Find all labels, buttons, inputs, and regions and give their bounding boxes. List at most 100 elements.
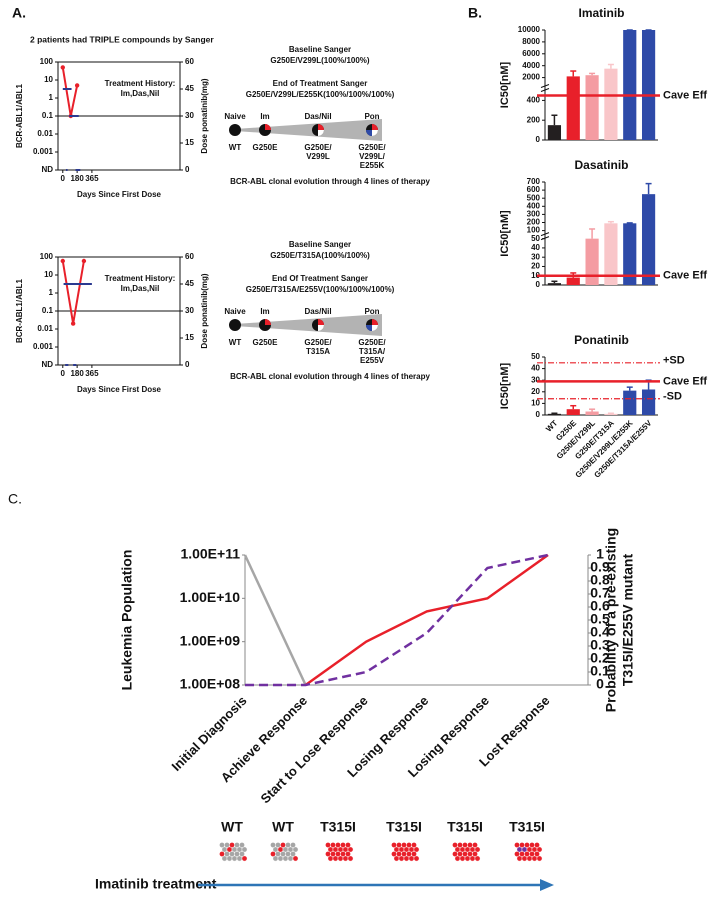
y-axis-title: BCR-ABL1/ABL1 (15, 83, 24, 148)
y2-tick-label: 30 (185, 111, 194, 120)
y2-tick-label: 0.4 (590, 624, 610, 640)
y-tick-label: 0.1 (42, 111, 54, 120)
cell (292, 846, 299, 853)
error-bar (551, 114, 558, 126)
clone-wedge (372, 319, 378, 325)
y2-tick-label: 0.8 (590, 572, 610, 588)
clone-label: G250E/ (358, 143, 386, 152)
y2-tick-label: 0.9 (590, 559, 610, 575)
cell (290, 842, 296, 848)
y-tick-label: 10000 (518, 25, 541, 34)
y-tick-label: 40 (531, 243, 540, 252)
error-bar (570, 70, 577, 77)
y2-tick-label: 1 (596, 546, 604, 562)
clone-wedge (366, 325, 372, 331)
clone-label: G250E (253, 338, 279, 347)
y-axis-title: Leukemia Population (119, 550, 135, 691)
series-line (61, 260, 85, 324)
error-bar (589, 72, 596, 76)
y-tick-label: 1.00E+09 (180, 632, 241, 648)
x-tick-label: 180 (70, 174, 84, 183)
series-line (243, 554, 307, 686)
cell (472, 842, 478, 848)
clone-cone (235, 314, 382, 336)
cell (342, 855, 349, 862)
error-bar (645, 182, 652, 195)
bar (585, 411, 599, 415)
annotation: Im,Das,Nil (121, 89, 160, 98)
cell (526, 855, 533, 862)
bar (566, 409, 580, 415)
cell (239, 842, 245, 848)
bar (641, 194, 656, 285)
clone-label: G250E/ (304, 338, 332, 347)
bar (585, 75, 599, 140)
y-tick-label: 1.00E+11 (180, 546, 240, 562)
y-tick-label: 700 (527, 177, 541, 186)
y2-tick-label: 60 (185, 252, 194, 261)
error-bar (570, 404, 577, 410)
y-tick-label: 0.01 (37, 324, 53, 333)
cell (226, 855, 233, 862)
annotation: Treatment History: (105, 274, 176, 283)
panel-label: A. (12, 5, 26, 21)
cell-cluster (325, 842, 354, 862)
y2-tick-label: 15 (185, 138, 194, 147)
cell (345, 851, 351, 857)
cell (236, 855, 243, 862)
x-tick-label: WT (544, 418, 559, 433)
y-tick-label: 10 (531, 399, 540, 408)
cell (534, 842, 540, 848)
bar (547, 413, 562, 415)
cell (345, 842, 351, 848)
cell (411, 851, 417, 857)
clone-label: E255K (360, 161, 385, 170)
cell (393, 855, 400, 862)
y-tick-label: 50 (531, 352, 540, 361)
stage-label: Naive (224, 112, 246, 121)
cell-cluster (391, 842, 420, 862)
x-tick-label: Start to Lose Response (257, 693, 370, 806)
cell (332, 855, 339, 862)
reference-label: Cave Eff (663, 89, 707, 101)
y-tick-label: 0.001 (33, 147, 54, 156)
chart-title: Dasatinib (574, 158, 628, 172)
y-tick-label: 100 (40, 57, 54, 66)
clone-label: E255V (360, 356, 385, 365)
genotype-label: T315I (320, 819, 356, 835)
y-axis-title: IC50[nM] (499, 61, 511, 108)
cell (411, 842, 417, 848)
series-point (60, 65, 65, 70)
cell (277, 855, 284, 862)
clone-wedge (318, 325, 324, 331)
x-tick-label: 365 (85, 369, 99, 378)
reference-label: -SD (663, 391, 682, 403)
y-tick-label: 1 (49, 288, 54, 297)
stage-label: Das/Nil (304, 307, 331, 316)
y-tick-label: 6000 (522, 49, 540, 58)
y-tick-label: 200 (527, 115, 541, 124)
stage-label: Das/Nil (304, 112, 331, 121)
cell (241, 846, 248, 853)
y2-tick-label: 60 (185, 57, 194, 66)
cell (327, 855, 334, 862)
stage-label: Naive (224, 307, 246, 316)
x-axis-title: Days Since First Dose (77, 385, 162, 394)
y-tick-label: 400 (527, 201, 541, 210)
clone-circle (229, 319, 241, 331)
y2-axis-title: Probability of a pre-existing (603, 528, 619, 712)
bar (547, 125, 562, 140)
annotation: Treatment History: (105, 79, 176, 88)
y-tick-label: 0 (536, 280, 541, 289)
cell (472, 851, 478, 857)
cell (398, 855, 405, 862)
sanger-title: End of Treatment Sanger (273, 79, 368, 88)
cell-cluster (219, 842, 248, 862)
cell (474, 855, 481, 862)
y-tick-label: 10 (44, 270, 53, 279)
sanger-title: Baseline Sanger (289, 45, 351, 54)
y-tick-label: 500 (527, 193, 541, 202)
y-tick-label: 400 (527, 96, 541, 105)
y-tick-label: 1.00E+08 (180, 676, 241, 692)
